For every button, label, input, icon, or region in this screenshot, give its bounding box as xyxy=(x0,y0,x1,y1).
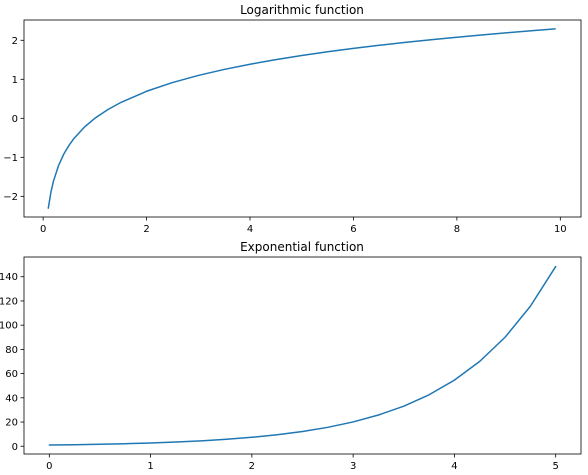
exp-chart: Exponential function 0 1 2 3 4 5 0 20 40 60 80 100… xyxy=(0,240,582,472)
log-chart-x-tick-label: 6 xyxy=(350,224,356,235)
exp-chart-y-tick-label: 80 xyxy=(5,345,18,356)
exp-chart-y-tick-label: 0 xyxy=(12,442,18,453)
exp-chart-x-tick-label: 2 xyxy=(249,461,255,472)
exp-chart-y-tick-label: 60 xyxy=(5,369,18,380)
log-chart-title: Logarithmic function xyxy=(240,3,364,17)
log-chart-y-tick-label: 2 xyxy=(12,36,18,47)
log-chart-frame xyxy=(23,19,582,218)
exp-chart-x-ticks: 0 1 2 3 4 5 xyxy=(46,454,559,472)
log-chart: Logarithmic function 0 2 4 6 8 10 −2 −1 0 1 2 xyxy=(3,3,582,235)
exp-chart-y-tick-label: 120 xyxy=(0,296,18,307)
log-chart-y-tick-label: −2 xyxy=(3,192,18,203)
exp-chart-x-tick-label: 4 xyxy=(451,461,457,472)
exp-chart-x-tick-label: 1 xyxy=(147,461,153,472)
exp-chart-x-tick-label: 5 xyxy=(552,461,558,472)
exp-chart-x-tick-label: 3 xyxy=(350,461,356,472)
exp-chart-x-tick-label: 0 xyxy=(46,461,52,472)
log-chart-y-tick-label: −1 xyxy=(3,153,18,164)
log-chart-x-tick-label: 4 xyxy=(247,224,253,235)
log-curve xyxy=(47,28,556,209)
exp-chart-y-tick-label: 40 xyxy=(5,393,18,404)
exp-chart-frame xyxy=(23,256,582,455)
exp-chart-y-tick-label: 140 xyxy=(0,272,18,283)
exp-chart-y-tick-label: 100 xyxy=(0,321,18,332)
exp-chart-title: Exponential function xyxy=(240,240,364,254)
log-chart-x-tick-label: 2 xyxy=(143,224,149,235)
exp-curve xyxy=(48,265,557,446)
log-chart-x-tick-label: 10 xyxy=(554,224,567,235)
exp-chart-y-ticks: 0 20 40 60 80 100 120 140 xyxy=(0,272,24,453)
log-chart-y-tick-label: 0 xyxy=(12,114,18,125)
log-chart-x-tick-label: 8 xyxy=(454,224,460,235)
log-chart-y-ticks: −2 −1 0 1 2 xyxy=(3,36,24,203)
log-chart-y-tick-label: 1 xyxy=(12,75,18,86)
log-chart-x-ticks: 0 2 4 6 8 10 xyxy=(40,217,567,235)
exp-chart-y-tick-label: 20 xyxy=(5,418,18,429)
log-chart-x-tick-label: 0 xyxy=(40,224,46,235)
